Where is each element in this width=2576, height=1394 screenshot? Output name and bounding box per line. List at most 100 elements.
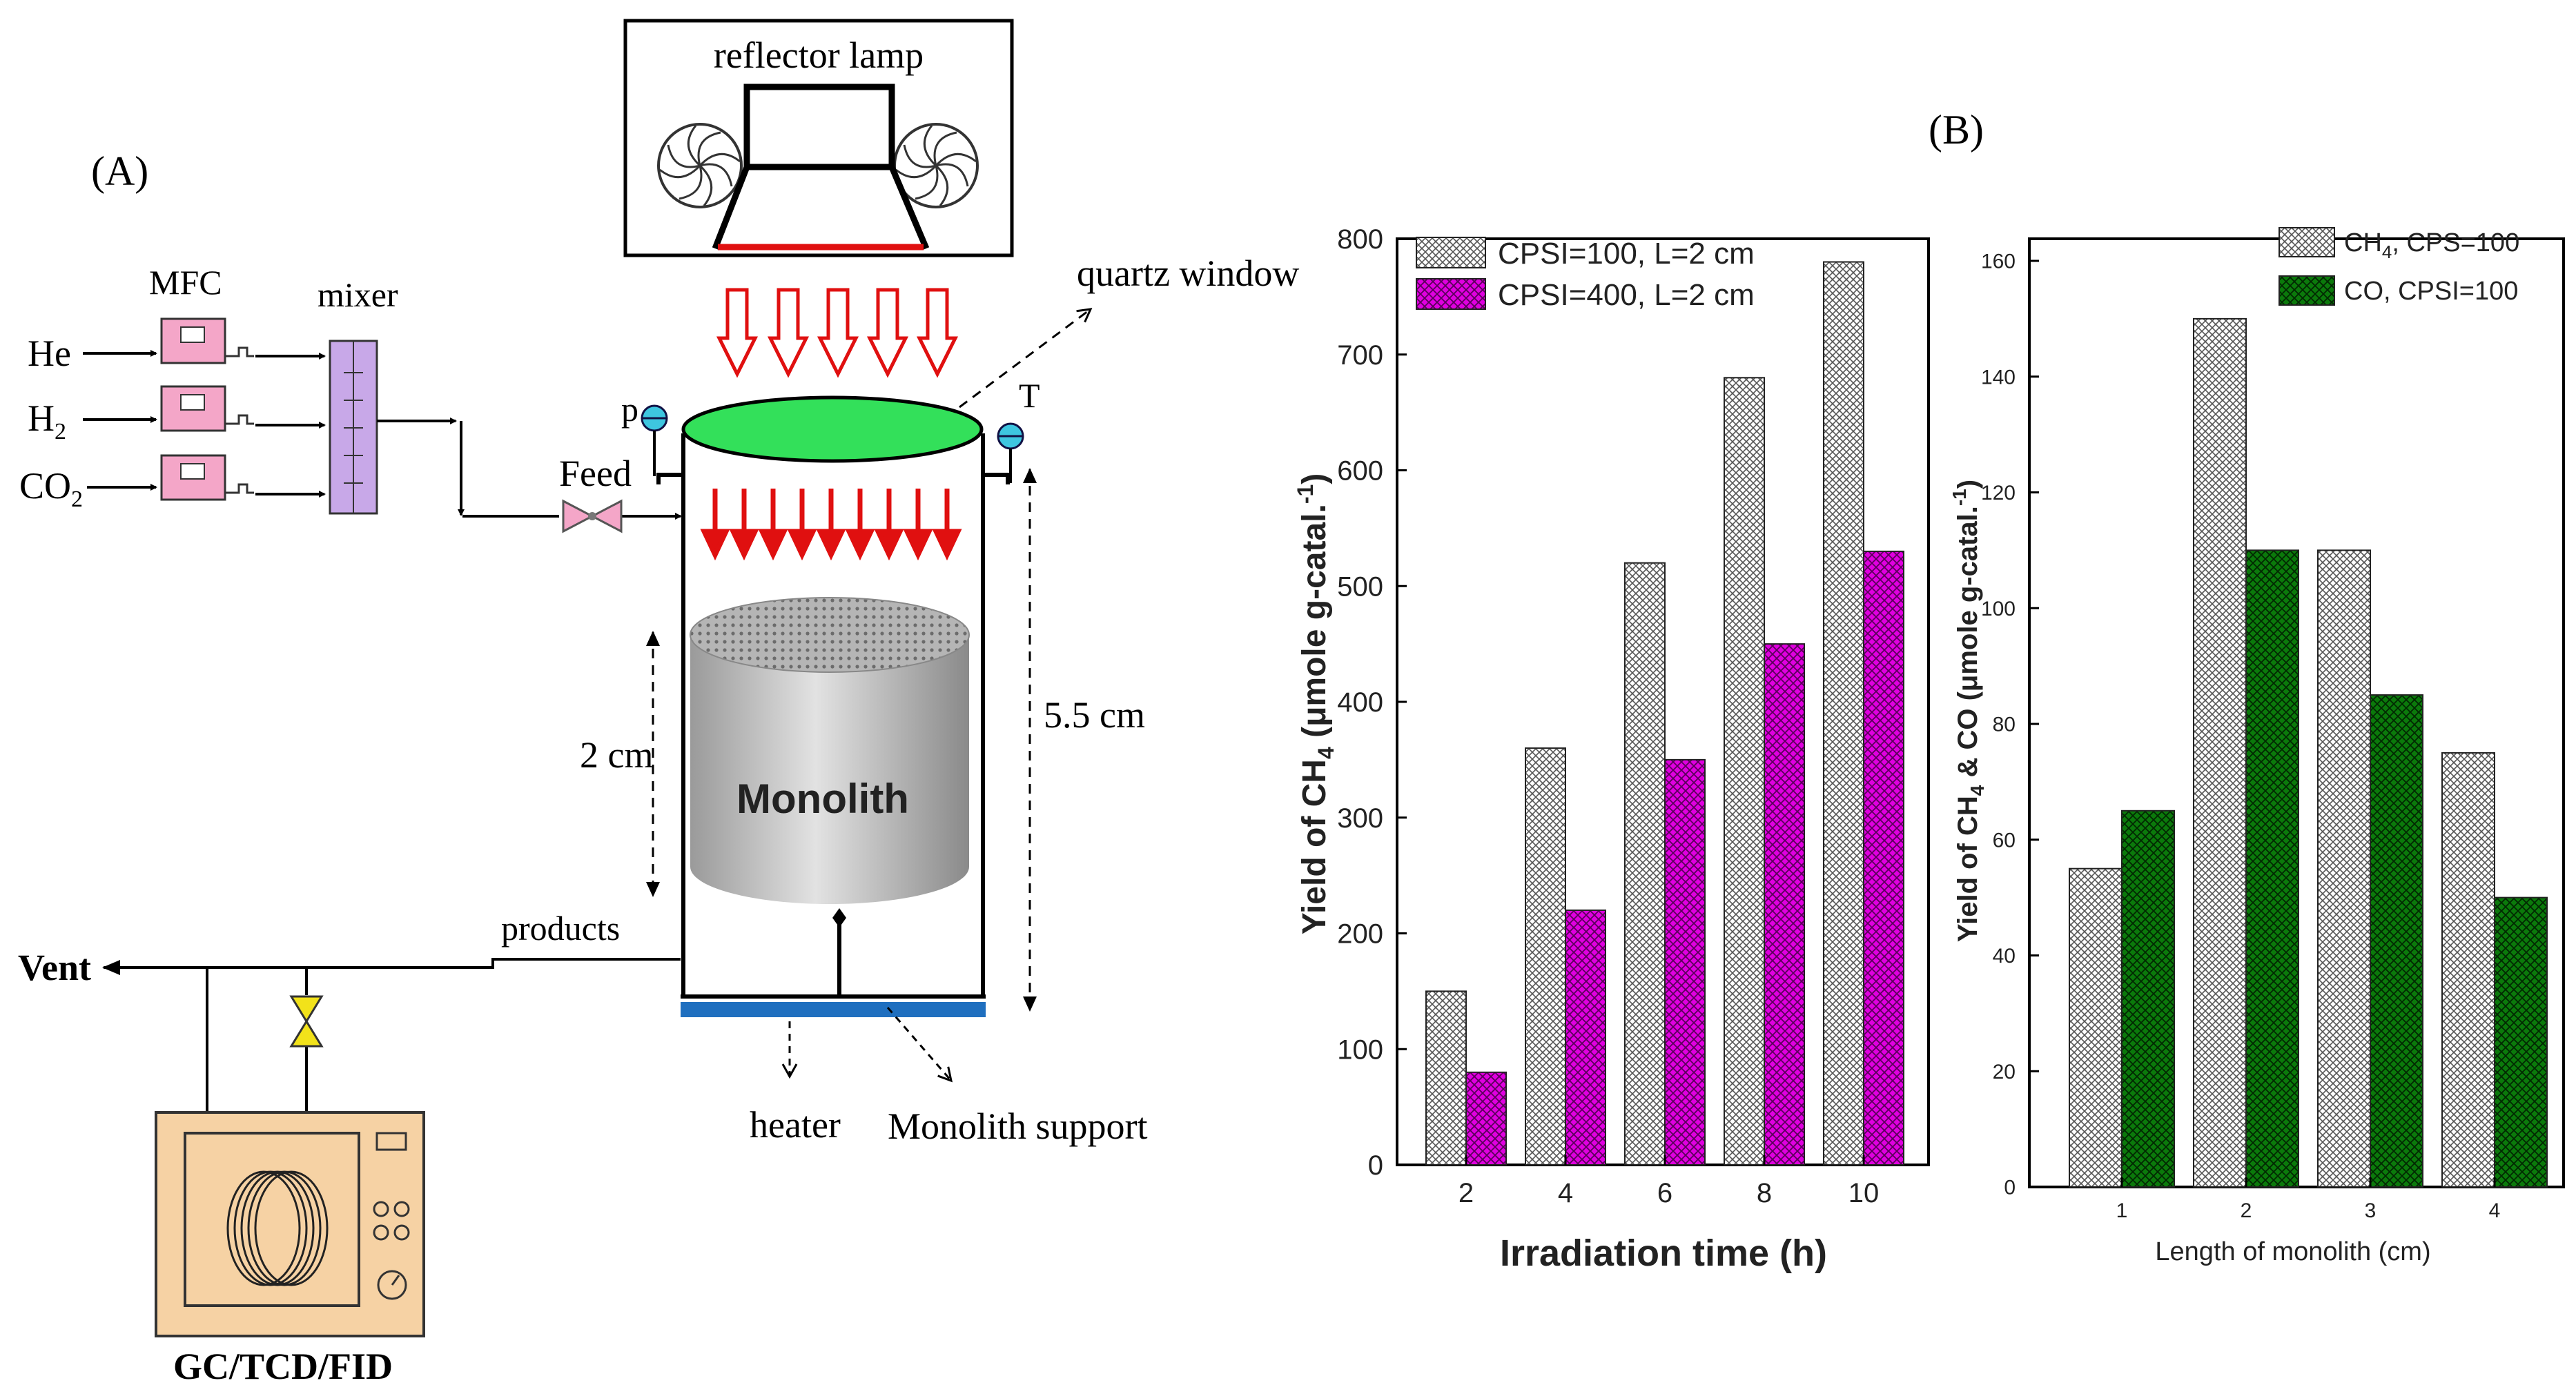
chart-yield-vs-length: 0 20 40 60 80 100 120 140 160 1 2 3 4 Yield of CH4 …: [1949, 227, 2565, 1266]
legend-swatch-series2: [2279, 275, 2335, 306]
y-tick-label: 40: [1993, 945, 2016, 968]
chart-yield-vs-irradiation: 0 100 200 300 400 500 600 700 800 2 4 6 8 10 Yield o…: [1293, 224, 1930, 1274]
dimension-2cm-label: 2 cm: [580, 734, 653, 776]
legend-swatch-series1: [1416, 237, 1486, 268]
legend-label-series2: CO, CPSI=100: [2344, 277, 2518, 306]
quartz-window-pointer: [959, 308, 1093, 409]
dimension-55cm-label: 5.5 cm: [1044, 694, 1145, 736]
mfc-co2: [160, 454, 254, 501]
x-tick-label: 3: [2365, 1199, 2377, 1222]
heater-label: heater: [750, 1104, 841, 1146]
chart2-y-axis-label: Yield of CH4 & CO (μmole g-catal.-1): [1949, 480, 1988, 942]
bar-series1-4: [2441, 752, 2495, 1188]
y-tick-label: 120: [1981, 482, 2016, 504]
pressure-gauge: p: [621, 390, 668, 476]
chart2-x-axis-label: Length of monolith (cm): [2155, 1237, 2430, 1266]
monolith: Monolith: [690, 597, 970, 904]
legend-swatch-series2: [1416, 278, 1486, 310]
y-tick-label: 700: [1337, 340, 1383, 371]
gc-instrument: [155, 1111, 425, 1337]
legend-label-series2: CPSI=400, L=2 cm: [1498, 278, 1755, 312]
x-tick-label: 10: [1848, 1178, 1880, 1208]
x-tick-label: 2: [2241, 1199, 2252, 1222]
bar-series2-2: [1465, 1071, 1507, 1166]
fan-left-icon: [657, 123, 743, 208]
y-tick-label: 60: [1993, 829, 2016, 852]
light-arrows: [716, 288, 959, 378]
bar-series2-6: [1664, 758, 1706, 1166]
quartz-window-label: quartz window: [1077, 253, 1299, 294]
gc-dial-icon: [377, 1270, 407, 1300]
x-tick-label: 4: [2489, 1199, 2501, 1222]
monolith-support-label: Monolith support: [888, 1106, 1148, 1147]
y-tick-label: 0: [2004, 1177, 2016, 1199]
mfc-h2: [160, 385, 254, 432]
monolith-support-plate: [681, 1002, 986, 1017]
reactor: Monolith: [656, 395, 1010, 1017]
chart1-legend: CPSI=100, L=2 cm CPSI=400, L=2 cm: [1416, 237, 1755, 312]
bar-series1-3: [2317, 549, 2371, 1188]
mfc-he: [160, 317, 254, 364]
panel-b-label: (B): [1929, 107, 1984, 153]
bar-series2-1: [2121, 809, 2175, 1188]
bar-series1-2: [1425, 990, 1467, 1166]
y-tick-label: 0: [1368, 1150, 1383, 1181]
bar-series1-2: [2193, 317, 2247, 1188]
y-tick-label: 160: [1981, 251, 2016, 273]
x-tick-label: 4: [1558, 1178, 1573, 1208]
temperature-label: T: [1019, 376, 1040, 415]
y-tick-label: 140: [1981, 366, 2016, 389]
gc-label: GC/TCD/FID: [173, 1346, 393, 1387]
panel-a: (A) reflector lamp: [18, 19, 1299, 1387]
products-line: [138, 958, 681, 969]
mixer: [329, 340, 378, 515]
bar-series1-8: [1724, 377, 1765, 1166]
bar-series2-2: [2245, 549, 2299, 1188]
y-tick-label: 300: [1337, 803, 1383, 834]
bar-series2-8: [1764, 643, 1805, 1166]
dimension-2cm: 2 cm: [580, 631, 660, 897]
lamp-body: [712, 84, 930, 251]
monolith-label: Monolith: [736, 776, 909, 822]
gc-column-coil-icon: [226, 1170, 329, 1286]
y-tick-label: 20: [1993, 1061, 2016, 1083]
y-tick-label: 80: [1993, 714, 2016, 736]
y-tick-label: 200: [1337, 919, 1383, 950]
quartz-window: [681, 395, 984, 463]
y-tick-label: 600: [1337, 456, 1383, 487]
bar-series2-4: [2494, 896, 2548, 1188]
bar-series2-10: [1863, 550, 1904, 1166]
temperature-gauge: T: [997, 376, 1040, 483]
bar-series1-10: [1823, 261, 1864, 1166]
reflector-lamp-label: reflector lamp: [714, 35, 924, 76]
pressure-label: p: [621, 390, 638, 429]
y-tick-label: 400: [1337, 687, 1383, 718]
products-label: products: [501, 909, 620, 948]
x-tick-label: 8: [1757, 1178, 1772, 1208]
chart2-legend: CH4, CPS=100 CO, CPSI=100: [2279, 227, 2519, 306]
monolith-support-pointer: [886, 1007, 953, 1083]
inner-flow-arrows: [700, 489, 962, 561]
feed-label: Feed: [559, 453, 632, 494]
gas-h2-label: H2: [28, 397, 66, 444]
panel-a-label: (A): [91, 148, 148, 194]
legend-swatch-series1: [2279, 227, 2335, 257]
y-tick-label: 800: [1337, 224, 1383, 255]
legend-label-series1: CH4, CPS=100: [2344, 228, 2519, 262]
reflector-lamp: reflector lamp: [623, 19, 1014, 257]
mixer-label: mixer: [318, 275, 398, 314]
gas-he-label: He: [28, 333, 71, 374]
y-tick-label: 100: [1981, 598, 2016, 620]
vent-label: Vent: [18, 947, 91, 988]
y-tick-label: 100: [1337, 1034, 1383, 1065]
bar-series2-3: [2370, 694, 2423, 1188]
x-tick-label: 1: [2116, 1199, 2128, 1222]
bar-series1-4: [1525, 747, 1566, 1166]
feed-line: [377, 418, 682, 520]
mfc-label: MFC: [149, 263, 222, 302]
x-tick-label: 6: [1657, 1178, 1672, 1208]
feed-valve-icon: [562, 499, 623, 533]
fan-right-icon: [893, 123, 979, 208]
legend-label-series1: CPSI=100, L=2 cm: [1498, 237, 1755, 271]
